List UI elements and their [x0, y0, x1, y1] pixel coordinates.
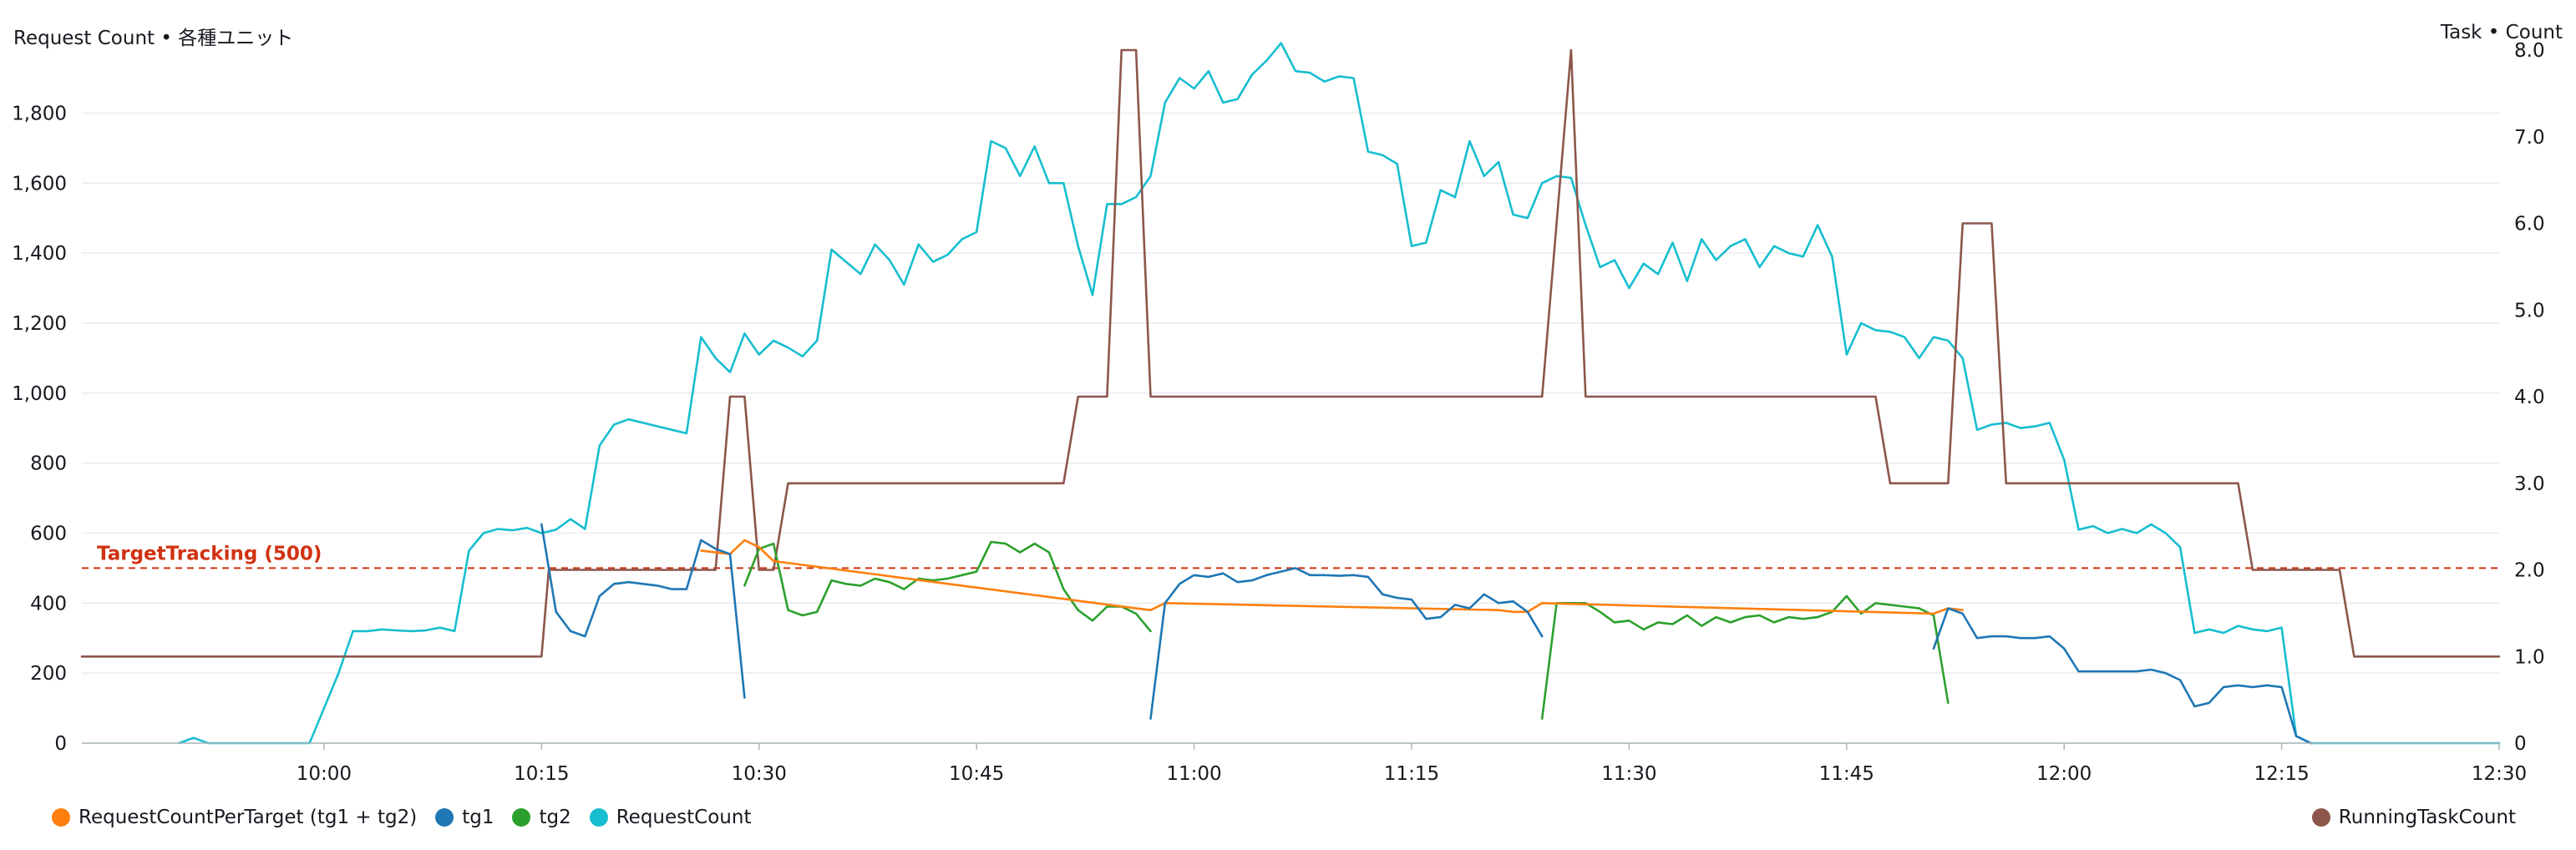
legend-swatch — [589, 808, 608, 827]
legend-label: tg1 — [462, 807, 494, 828]
x-tick-label: 11:30 — [1601, 763, 1656, 785]
threshold-label: TargetTracking (500) — [97, 543, 322, 564]
right-tick-label: 2.0 — [2514, 560, 2545, 582]
legend-label: tg2 — [539, 807, 571, 828]
right-tick-label: 1.0 — [2514, 646, 2545, 668]
x-tick-label: 11:00 — [1166, 763, 1221, 785]
legend-label: RequestCount — [616, 807, 752, 828]
legend-swatch — [2311, 808, 2330, 827]
right-tick-label: 6.0 — [2514, 214, 2545, 235]
legend-item[interactable]: RequestCountPerTarget (tg1 + tg2) — [52, 807, 417, 828]
x-tick-label: 12:15 — [2254, 763, 2309, 785]
left-tick-label: 1,800 — [12, 103, 67, 124]
legend-right: RunningTaskCount — [2311, 807, 2534, 828]
right-tick-label: 7.0 — [2514, 127, 2545, 149]
legend-swatch — [52, 808, 70, 827]
left-tick-label: 800 — [30, 453, 67, 475]
right-tick-label: 4.0 — [2514, 387, 2545, 408]
left-tick-label: 400 — [30, 593, 67, 615]
series-line-runningtaskcount[interactable] — [80, 48, 2501, 658]
series-layer — [80, 42, 2501, 745]
series-line-requestcount[interactable] — [178, 42, 2501, 745]
x-tick-label: 12:30 — [2472, 763, 2527, 785]
x-tick-label: 11:15 — [1384, 763, 1439, 785]
right-tick-label: 0 — [2514, 733, 2527, 755]
left-tick-label: 0 — [54, 733, 67, 755]
left-tick-label: 200 — [30, 663, 67, 685]
target-tracking-threshold: TargetTracking (500) — [82, 543, 2499, 569]
left-axis-ticks: 0 200 400 600 800 1,000 1,200 1,400 1,600 1,800 — [12, 103, 67, 755]
legend-item[interactable]: RequestCount — [589, 807, 752, 828]
left-tick-label: 600 — [30, 523, 67, 544]
legend-left: RequestCountPerTarget (tg1 + tg2) tg1 tg2 R… — [52, 807, 769, 828]
legend-swatch — [512, 808, 531, 827]
right-tick-label: 5.0 — [2514, 300, 2545, 321]
x-tick-label: 11:45 — [1819, 763, 1874, 785]
x-tick-label: 10:15 — [514, 763, 569, 785]
legend-label: RunningTaskCount — [2338, 807, 2516, 828]
legend-item[interactable]: tg2 — [512, 807, 571, 828]
right-tick-label: 8.0 — [2514, 40, 2545, 62]
series-line-tg2[interactable] — [743, 540, 1950, 720]
right-axis-unit-label: Task • Count — [2440, 22, 2563, 43]
legend-item[interactable]: tg1 — [435, 807, 494, 828]
right-tick-label: 3.0 — [2514, 473, 2545, 495]
x-tick-label: 12:00 — [2036, 763, 2092, 785]
x-tick-label: 10:30 — [732, 763, 787, 785]
legend-item[interactable]: RunningTaskCount — [2311, 807, 2516, 828]
left-tick-label: 1,000 — [12, 383, 67, 405]
series-line-tg1[interactable] — [540, 523, 2312, 745]
legend-label: RequestCountPerTarget (tg1 + tg2) — [79, 807, 418, 828]
chart-grid — [82, 112, 2499, 744]
left-tick-label: 1,400 — [12, 243, 67, 265]
right-axis-ticks: 0 1.0 2.0 3.0 4.0 5.0 6.0 7.0 8.0 — [2514, 40, 2545, 755]
left-tick-label: 1,200 — [12, 313, 67, 335]
left-axis-unit-label: Request Count • 各種ユニット — [13, 28, 294, 49]
x-axis-ticks: 10:00 10:15 10:30 10:45 11:00 11:15 11:30 11:45… — [82, 742, 2527, 785]
x-tick-label: 10:45 — [949, 763, 1004, 785]
x-tick-label: 10:00 — [297, 763, 352, 785]
left-tick-label: 1,600 — [12, 173, 67, 195]
legend-swatch — [435, 808, 454, 827]
